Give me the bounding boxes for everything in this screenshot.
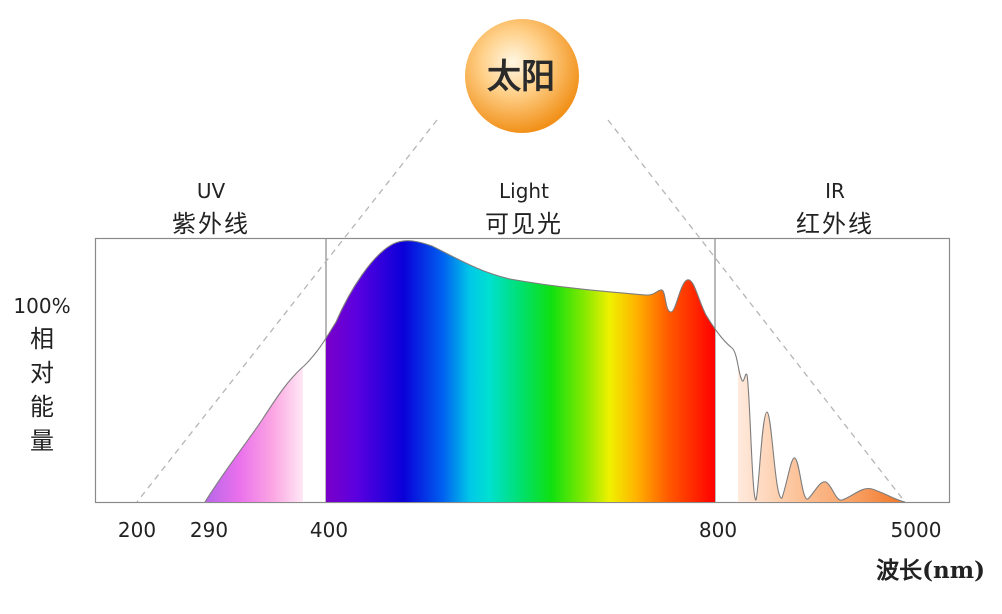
sun-circle: [465, 19, 579, 133]
y-axis-char-4: 量: [30, 427, 54, 455]
visible-label-zh: 可见光: [485, 210, 563, 238]
ir-label-zh: 红外线: [796, 210, 874, 238]
plot-frame: [94, 237, 951, 504]
energy-curve: [204, 240, 906, 503]
uv-label-zh: 紫外线: [172, 210, 250, 238]
y-axis-char-2: 对: [30, 359, 54, 387]
x-tick-290: 290: [190, 518, 228, 542]
x-tick-5000: 5000: [891, 518, 942, 542]
x-tick-400: 400: [310, 518, 348, 542]
y-axis-char-3: 能: [30, 393, 54, 421]
ir-band-fill: [738, 240, 905, 502]
dashed-ray-left: [136, 119, 438, 503]
y-axis-percent: 100%: [13, 294, 70, 318]
visible-label-en: Light: [499, 179, 549, 203]
visible-band-fill: [326, 240, 715, 502]
uv-label-en: UV: [197, 179, 226, 203]
dashed-ray-right: [607, 119, 906, 503]
y-axis-char-1: 相: [30, 325, 54, 353]
x-tick-800: 800: [699, 518, 737, 542]
x-axis-unit-label: 波长(nm): [876, 557, 985, 584]
ir-label-en: IR: [825, 179, 845, 203]
uv-band-fill: [205, 240, 303, 502]
x-tick-200: 200: [118, 518, 156, 542]
sun-label: 太阳: [487, 57, 555, 97]
